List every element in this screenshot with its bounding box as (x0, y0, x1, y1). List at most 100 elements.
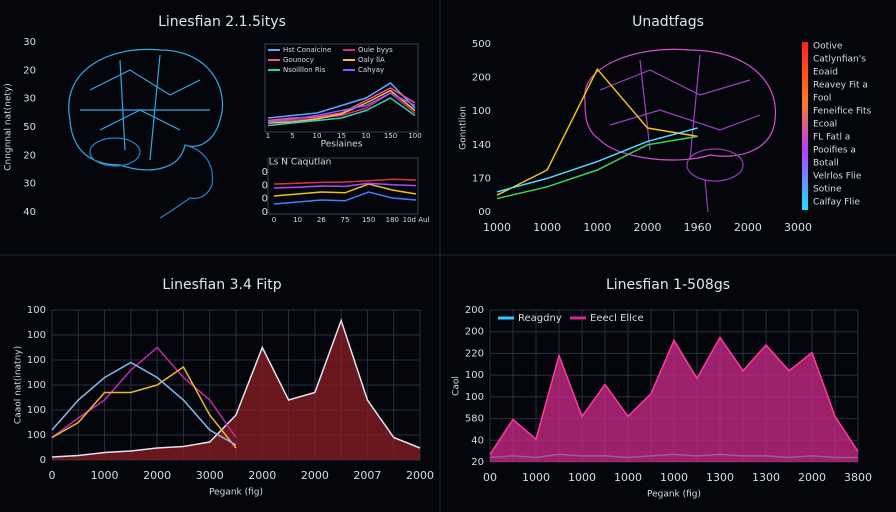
colorbar-label: Pooifies a (813, 146, 856, 156)
chart-title: Ls N Caqutlan (269, 158, 332, 168)
line (51, 365, 237, 449)
y-tick-label: 50 (23, 122, 36, 133)
x-tick-label: 2000 (634, 221, 662, 234)
y-tick-label: 580 (465, 414, 484, 425)
chart-title: Unadtfags (632, 14, 704, 30)
line (267, 92, 416, 123)
inset-frame (264, 43, 419, 133)
area-edge (489, 335, 859, 455)
x-tick-label: 1000 (91, 469, 119, 482)
colorbar-label: Ecoal (813, 120, 837, 130)
x-tick-label: 10 (362, 132, 371, 140)
y-tick-label: 100 (27, 405, 46, 416)
line (267, 82, 416, 119)
x-tick-label: 1000 (568, 471, 596, 484)
line (273, 178, 417, 185)
line (267, 97, 416, 127)
y-tick-label: 30 (23, 37, 36, 48)
line (51, 361, 237, 446)
x-tick-label: 1000 (483, 221, 511, 234)
x-tick-label: 2000 (248, 469, 276, 482)
x-tick-label: 1960 (684, 221, 712, 234)
y-tick-label: 170 (472, 173, 491, 184)
x-tick-label: 2000 (143, 469, 171, 482)
colorbar-label: Fool (813, 94, 831, 104)
x-tick-label: 0 (272, 216, 276, 224)
x-tick-label: 3800 (844, 471, 872, 484)
colorbar-label: Botall (813, 159, 839, 169)
chart-title: Linesfian 2.1.5itys (158, 14, 286, 30)
x-tick-label: 1000 (660, 471, 688, 484)
colorbar-label: Velrlos Flie (813, 172, 862, 182)
y-tick-label: 140 (472, 140, 491, 151)
x-tick-label: 1 (266, 132, 270, 140)
chart-title: Linesfian 1-508gs (606, 277, 730, 293)
y-axis-label: Caaol nat(inatny) (14, 346, 24, 424)
x-tick-label: 10 (293, 216, 302, 224)
x-tick-label: 15 (337, 132, 346, 140)
x-tick-label: 2000 (406, 469, 434, 482)
colorbar-label: Ootive (813, 42, 843, 52)
y-tick-label: 500 (472, 39, 491, 50)
colorbar-label: Sotine (813, 185, 842, 195)
y-tick-label: 0 (262, 194, 268, 205)
x-tick-label: 150 (362, 216, 375, 224)
y-axis-label: Caol (452, 376, 462, 396)
y-tick-label: 100 (27, 430, 46, 441)
colorbar-label: Eoaid (813, 68, 838, 78)
area (490, 337, 858, 462)
y-tick-label: 20 (23, 150, 36, 161)
x-axis-label: Pegank (fig) (647, 490, 701, 500)
line (496, 127, 698, 193)
x-tick-label: 10 (313, 132, 322, 140)
x-tick-label: 00 (483, 471, 497, 484)
x-tick-label: 2000 (734, 221, 762, 234)
y-tick-label: 100 (27, 305, 46, 316)
colorbar-label: Calfay Flie (813, 198, 860, 208)
x-tick-label: 180 (386, 216, 399, 224)
y-tick-label: 220 (465, 348, 484, 359)
y-tick-label: 200 (472, 73, 491, 84)
y-tick-label: 100 (465, 370, 484, 381)
line (51, 346, 237, 439)
x-tick-label: 1000 (583, 221, 611, 234)
y-tick-label: 40 (23, 207, 36, 218)
colorbar-label: Reavey Fit a (813, 81, 868, 91)
x-tick-label: 2000 (798, 471, 826, 484)
x-tick-label: 1300 (752, 471, 780, 484)
x-tick-label: 2000 (301, 469, 329, 482)
line (267, 89, 416, 124)
brain-illustration (68, 48, 224, 219)
brain-illustration (584, 42, 808, 213)
y-tick-label: 30 (23, 179, 36, 190)
x-tick-label: 1300 (706, 471, 734, 484)
line (267, 87, 416, 122)
legend-label: Reagdny (518, 313, 562, 324)
y-tick-label: 0 (262, 180, 268, 191)
legend-label: Hst Conaicine (283, 46, 331, 54)
inset-frame (267, 157, 419, 215)
y-tick-label: 20 (23, 65, 36, 76)
chart-title: Linesfian 3.4 Fitp (162, 277, 281, 293)
x-tick-label: 1000 (614, 471, 642, 484)
x-tick-label: 150 (384, 132, 397, 140)
legend-label: Eeecl Ellce (590, 313, 644, 324)
y-tick-label: 200 (465, 327, 484, 338)
x-tick-label: 5 (290, 132, 294, 140)
y-tick-label: 20 (471, 457, 484, 468)
y-axis-label: Gonntlion (459, 106, 469, 150)
line (273, 191, 417, 205)
x-tick-label: 26 (317, 216, 326, 224)
x-tick-label: 2007 (353, 469, 381, 482)
legend-label: Nsoilllon Ris (283, 66, 326, 74)
y-tick-label: 30 (23, 94, 36, 105)
x-tick-label: 1000 (522, 471, 550, 484)
y-tick-label: 40 (471, 435, 484, 446)
x-tick-label: 1000 (533, 221, 561, 234)
line (496, 135, 698, 200)
y-axis-label: Cnngnnal nat(nety) (4, 83, 14, 171)
line (496, 67, 698, 196)
y-tick-label: 0 (262, 207, 268, 218)
